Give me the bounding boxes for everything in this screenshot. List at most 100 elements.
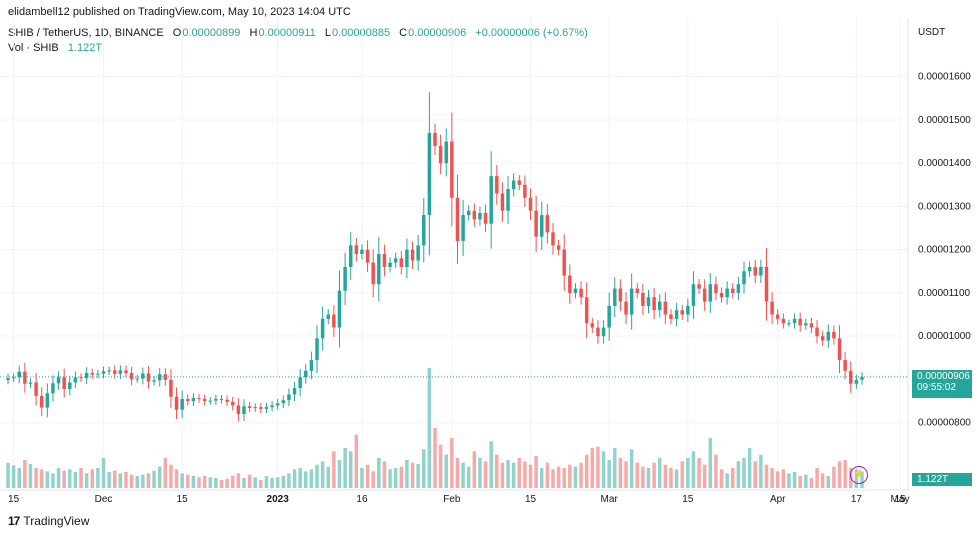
volume-bar <box>84 473 89 488</box>
candle-body <box>332 314 336 328</box>
candle-body <box>556 245 561 250</box>
volume-bar <box>815 468 819 488</box>
time-tick-label: May <box>891 494 910 505</box>
candle-body <box>152 380 156 382</box>
candle-body <box>652 297 656 311</box>
volume-bar <box>180 473 184 488</box>
volume-bar <box>169 464 173 488</box>
volume-bar <box>304 471 308 488</box>
tradingview-brand[interactable]: 17 TradingView <box>8 514 89 528</box>
volume-bar <box>596 446 600 488</box>
candle-body <box>792 318 797 324</box>
price-candles <box>6 92 864 422</box>
candle-body <box>731 288 735 293</box>
candle-body <box>6 378 10 381</box>
candle-body <box>759 266 763 276</box>
candle-body <box>826 331 831 341</box>
volume-bar <box>146 473 151 488</box>
candle-body <box>641 292 645 306</box>
volume-bar <box>680 461 684 488</box>
volume-label[interactable]: Vol · SHIB <box>8 42 59 54</box>
volume-bar <box>56 468 61 488</box>
volume-bar <box>129 474 134 488</box>
time-tick-label: Apr <box>770 494 786 505</box>
candle-body <box>292 388 297 395</box>
candle-body <box>79 377 83 379</box>
volume-bar <box>152 470 156 488</box>
candle-body <box>214 398 218 401</box>
candle-body <box>747 266 752 272</box>
candle-body <box>624 301 628 315</box>
symbol-title[interactable]: SHIB / TetherUS, 1D, BINANCE <box>8 27 164 39</box>
candle-body <box>354 245 359 254</box>
volume-bar <box>568 464 572 488</box>
volume-bar <box>219 480 224 488</box>
candle-body <box>584 297 589 324</box>
volume-bar <box>787 473 791 488</box>
candle-body <box>742 271 746 285</box>
candle-body <box>719 292 724 298</box>
volume-bar <box>832 466 836 488</box>
candle-body <box>629 288 634 315</box>
candle-body <box>208 400 213 402</box>
volume-bar <box>719 469 724 488</box>
candle-body <box>472 210 477 220</box>
volume-bar <box>590 448 595 488</box>
volume-bar <box>624 461 628 488</box>
candle-body <box>264 407 269 409</box>
candle-body <box>843 359 847 371</box>
candle-body <box>764 266 769 302</box>
price-tick-label: 0.00001400 <box>918 158 971 169</box>
volume-bar <box>225 478 229 488</box>
candle-body <box>427 132 432 216</box>
volume-bars <box>6 368 864 488</box>
volume-bar <box>118 473 123 488</box>
candle-body <box>304 370 308 378</box>
volume-bar <box>489 441 493 488</box>
candle-body <box>275 403 280 406</box>
candle-body <box>551 232 555 246</box>
candle-body <box>197 398 201 400</box>
candle-body <box>247 406 252 408</box>
candle-body <box>73 377 78 383</box>
volume-bar <box>455 458 460 488</box>
candle-body <box>674 310 679 319</box>
candle-body <box>180 398 184 410</box>
volume-bar <box>68 469 72 488</box>
candle-body <box>478 212 482 220</box>
candle-body <box>298 377 302 389</box>
volume-bar <box>101 458 106 488</box>
candle-body <box>118 370 123 374</box>
candle-body <box>135 378 139 380</box>
candle-body <box>62 377 66 389</box>
candle-body <box>523 184 527 198</box>
candle-body <box>360 249 364 254</box>
volume-bar <box>163 458 168 488</box>
volume-bar <box>405 460 409 488</box>
candle-body <box>534 210 538 237</box>
volume-bar <box>607 460 611 488</box>
volume-bar <box>438 444 443 488</box>
volume-legend: Vol · SHIB 1.122T <box>8 42 102 54</box>
candle-body <box>96 373 100 375</box>
volume-bar <box>770 468 774 488</box>
high-label: H <box>249 27 258 39</box>
volume-bar <box>691 451 696 488</box>
volume-bar <box>511 462 516 488</box>
candle-body <box>410 249 415 261</box>
time-tick-label: Dec <box>95 494 113 505</box>
candle-body <box>506 189 510 211</box>
candle-body <box>832 331 836 339</box>
candle-body <box>601 327 606 337</box>
volume-bar <box>697 458 701 488</box>
volume-bar <box>388 469 392 488</box>
candle-body <box>320 318 325 339</box>
candle-body <box>388 262 392 267</box>
volume-bar <box>90 469 95 488</box>
candle-body <box>714 284 718 293</box>
volume-bar <box>354 434 359 488</box>
lightning-icon[interactable]: ⚡ <box>850 466 868 484</box>
candle-body <box>646 297 651 306</box>
volume-bar <box>702 464 707 488</box>
